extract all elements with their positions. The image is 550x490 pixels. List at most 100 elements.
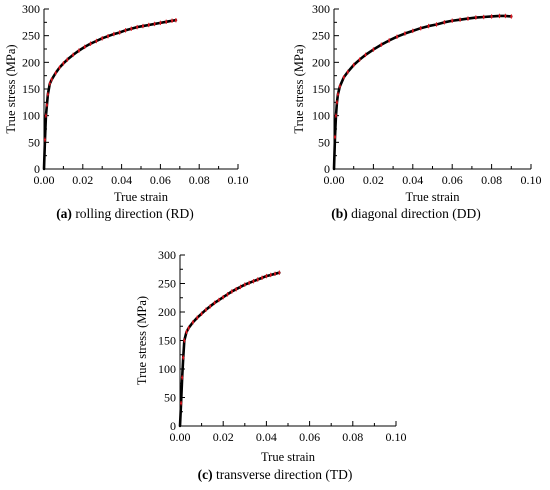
data-point [474, 16, 477, 19]
data-point [265, 274, 268, 278]
x-tick-label: 0.00 [170, 430, 191, 444]
data-point [200, 312, 203, 315]
data-point [124, 29, 127, 32]
data-point [252, 280, 255, 283]
data-point [165, 20, 168, 23]
y-tick-label: 300 [158, 248, 176, 262]
data-point [179, 402, 183, 405]
data-point [196, 316, 199, 319]
chart-panel-1: 0.00 0.02 0.04 0.06 0.08 0.10 0 50 100 150 200 250 3… [4, 2, 249, 221]
data-point [335, 101, 339, 104]
data-point [510, 15, 513, 18]
y-tick-label: 50 [164, 391, 176, 405]
data-point [50, 78, 53, 81]
x-axis-title: True strain [261, 450, 316, 464]
data-point [380, 43, 383, 46]
data-point [54, 71, 57, 75]
data-point [482, 15, 485, 19]
data-point [183, 339, 186, 342]
data-point [95, 39, 98, 43]
caption-letter: (c) [198, 467, 213, 482]
data-point [358, 58, 361, 61]
y-tick-label: 250 [22, 29, 40, 43]
series-line [178, 271, 281, 428]
data-point [403, 32, 407, 35]
caption-text: rolling direction (RD) [72, 206, 194, 221]
data-point [336, 93, 340, 96]
x-tick-label: 0.08 [189, 173, 210, 187]
data-point [118, 31, 121, 34]
data-point [466, 17, 470, 20]
data-point [141, 24, 145, 28]
y-tick-label: 200 [312, 55, 330, 69]
panel-caption: (b) diagonal direction (DD) [331, 206, 481, 221]
x-tick-label: 0.10 [228, 173, 249, 187]
data-point [159, 21, 162, 24]
data-point [342, 76, 345, 79]
chart-panel-3: 0.00 0.02 0.04 0.06 0.08 0.10 0 50 100 150 200 250 3… [135, 248, 407, 482]
x-tick-label: 0.06 [442, 173, 463, 187]
data-point [83, 45, 86, 48]
data-point [490, 15, 493, 18]
data-point [45, 103, 49, 107]
caption-text: transverse direction (TD) [213, 467, 353, 482]
data-point [334, 114, 338, 117]
data-point [58, 66, 61, 69]
data-point [89, 42, 92, 45]
data-point [372, 48, 375, 51]
data-point [273, 272, 277, 275]
panel-caption: (a) rolling direction (RD) [56, 206, 194, 221]
y-axis-title: True stress (MPa) [135, 296, 149, 385]
data-point [226, 293, 229, 296]
x-tick-label: 0.04 [402, 173, 423, 187]
x-axis-title: True strain [114, 190, 169, 204]
data-point [427, 24, 430, 28]
caption-letter: (a) [56, 206, 72, 221]
data-point [147, 23, 150, 27]
data-point [411, 29, 414, 32]
data-point [388, 39, 391, 42]
data-point [46, 93, 49, 96]
y-tick-label: 300 [312, 2, 330, 16]
series-line [42, 18, 178, 171]
x-tick-label: 0.08 [342, 430, 363, 444]
y-tick-label: 50 [318, 135, 330, 149]
data-point [136, 26, 139, 29]
y-tick-label: 100 [22, 109, 40, 123]
data-point [112, 32, 115, 36]
data-point [191, 321, 195, 324]
data-point [48, 82, 51, 85]
y-tick-label: 250 [312, 29, 330, 43]
y-tick-label: 100 [312, 109, 330, 123]
data-point [498, 14, 501, 18]
data-point [185, 330, 188, 334]
data-point [217, 298, 220, 302]
data-point [419, 27, 422, 30]
data-point [43, 138, 47, 141]
data-point [269, 273, 272, 277]
y-tick-label: 200 [158, 305, 176, 319]
x-tick-label: 0.10 [521, 173, 542, 187]
x-tick-label: 0.00 [34, 173, 55, 187]
data-point [333, 135, 337, 139]
data-point [451, 19, 454, 22]
data-point [243, 283, 246, 286]
y-tick-label: 250 [158, 277, 176, 291]
y-axis-title: True stress (MPa) [292, 44, 306, 133]
data-point [66, 58, 69, 61]
chart-panel-2: 0.00 0.02 0.04 0.06 0.08 0.10 0 50 100 150 200 250 3… [292, 2, 542, 221]
series-line [332, 14, 513, 171]
data-point [101, 37, 104, 40]
x-tick-label: 0.06 [299, 430, 320, 444]
data-point [222, 296, 225, 299]
y-axis-title: True stress (MPa) [4, 44, 18, 133]
y-tick-label: 150 [312, 82, 330, 96]
data-point [458, 18, 462, 21]
y-tick-label: 200 [22, 55, 40, 69]
data-point [170, 19, 174, 22]
y-tick-label: 0 [170, 419, 176, 433]
data-point [395, 35, 399, 38]
x-tick-label: 0.04 [111, 173, 132, 187]
x-tick-label: 0.00 [324, 173, 345, 187]
